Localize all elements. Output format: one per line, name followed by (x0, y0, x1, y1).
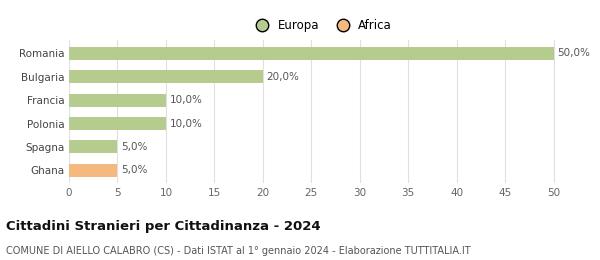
Text: Cittadini Stranieri per Cittadinanza - 2024: Cittadini Stranieri per Cittadinanza - 2… (6, 220, 320, 233)
Text: 5,0%: 5,0% (121, 142, 148, 152)
Text: 50,0%: 50,0% (557, 48, 590, 58)
Bar (69, 117, 166, 130)
Bar (69, 164, 118, 177)
Bar (69, 140, 118, 153)
Bar (69, 70, 263, 83)
Text: 5,0%: 5,0% (121, 165, 148, 175)
Text: COMUNE DI AIELLO CALABRO (CS) - Dati ISTAT al 1° gennaio 2024 - Elaborazione TUT: COMUNE DI AIELLO CALABRO (CS) - Dati IST… (6, 245, 470, 256)
Bar (69, 94, 166, 107)
Legend: Europa, Africa: Europa, Africa (245, 15, 397, 37)
Text: 10,0%: 10,0% (170, 119, 203, 128)
Text: 20,0%: 20,0% (267, 72, 299, 82)
Text: 10,0%: 10,0% (170, 95, 203, 105)
Bar (69, 47, 554, 60)
